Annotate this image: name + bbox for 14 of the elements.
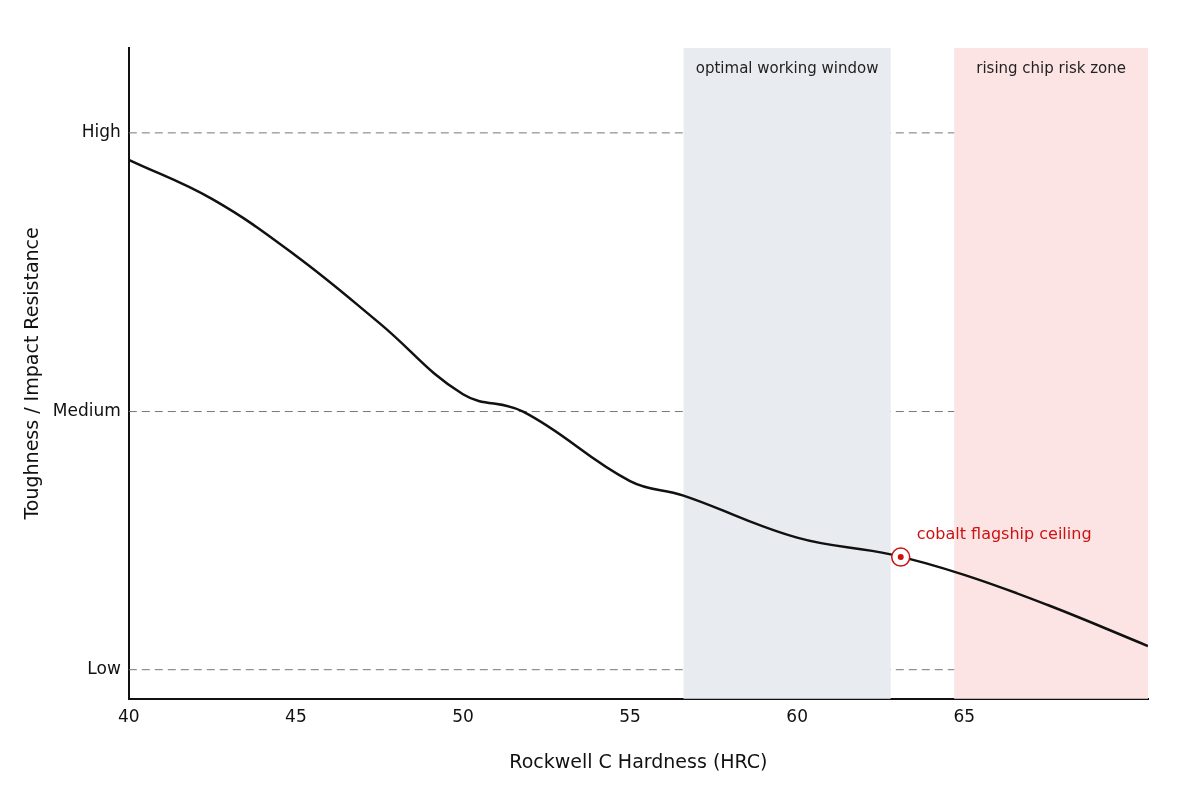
x-tick-label: 60 — [786, 706, 808, 727]
x-tick-label: 50 — [452, 706, 474, 727]
band-label: rising chip risk zone — [976, 59, 1126, 78]
ref-line-label: High — [81, 121, 121, 142]
annotation: cobalt flagship ceiling — [916, 524, 1092, 544]
y-axis-title: Toughness / Impact Resistance — [20, 227, 43, 521]
x-axis-title: Rockwell C Hardness (HRC) — [509, 749, 768, 772]
x-tick-label: 55 — [619, 706, 641, 727]
x-tick-label: 40 — [117, 706, 140, 727]
ref-line-label: Low — [87, 658, 121, 679]
ref-line-label: Medium — [52, 399, 121, 420]
band-label: optimal working window — [695, 59, 879, 78]
x-tick-label: 45 — [285, 706, 307, 727]
x-tick-label: 65 — [953, 706, 976, 727]
